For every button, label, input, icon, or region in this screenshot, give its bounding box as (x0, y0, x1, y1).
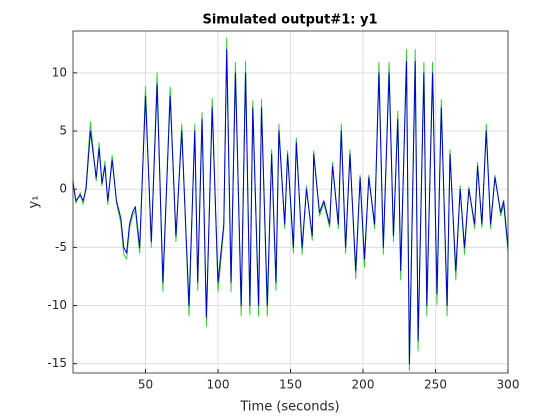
x-tick-label: 200 (352, 378, 375, 392)
y-tick-label: 10 (52, 65, 67, 79)
lines (72, 37, 509, 372)
x-tick-label: 300 (497, 378, 520, 392)
y-tick-label: 0 (59, 182, 67, 196)
y-tick-label: -15 (47, 356, 67, 370)
y-tick-label: 5 (59, 124, 67, 138)
series-line (72, 49, 509, 365)
chart-title: Simulated output#1: y1 (202, 13, 377, 28)
ticks: 50 100 150 200 250 300 -15 -10 -5 0 5 10 (47, 65, 519, 391)
x-tick-label: 250 (424, 378, 447, 392)
y-tick-label: -10 (47, 298, 67, 312)
x-tick-label: 50 (138, 378, 153, 392)
y-tick-label: -5 (55, 240, 67, 254)
x-tick-label: 150 (279, 378, 302, 392)
x-tick-label: 100 (207, 378, 230, 392)
y-axis-label: y₁ (27, 196, 42, 209)
x-axis-label: Time (seconds) (239, 400, 339, 415)
